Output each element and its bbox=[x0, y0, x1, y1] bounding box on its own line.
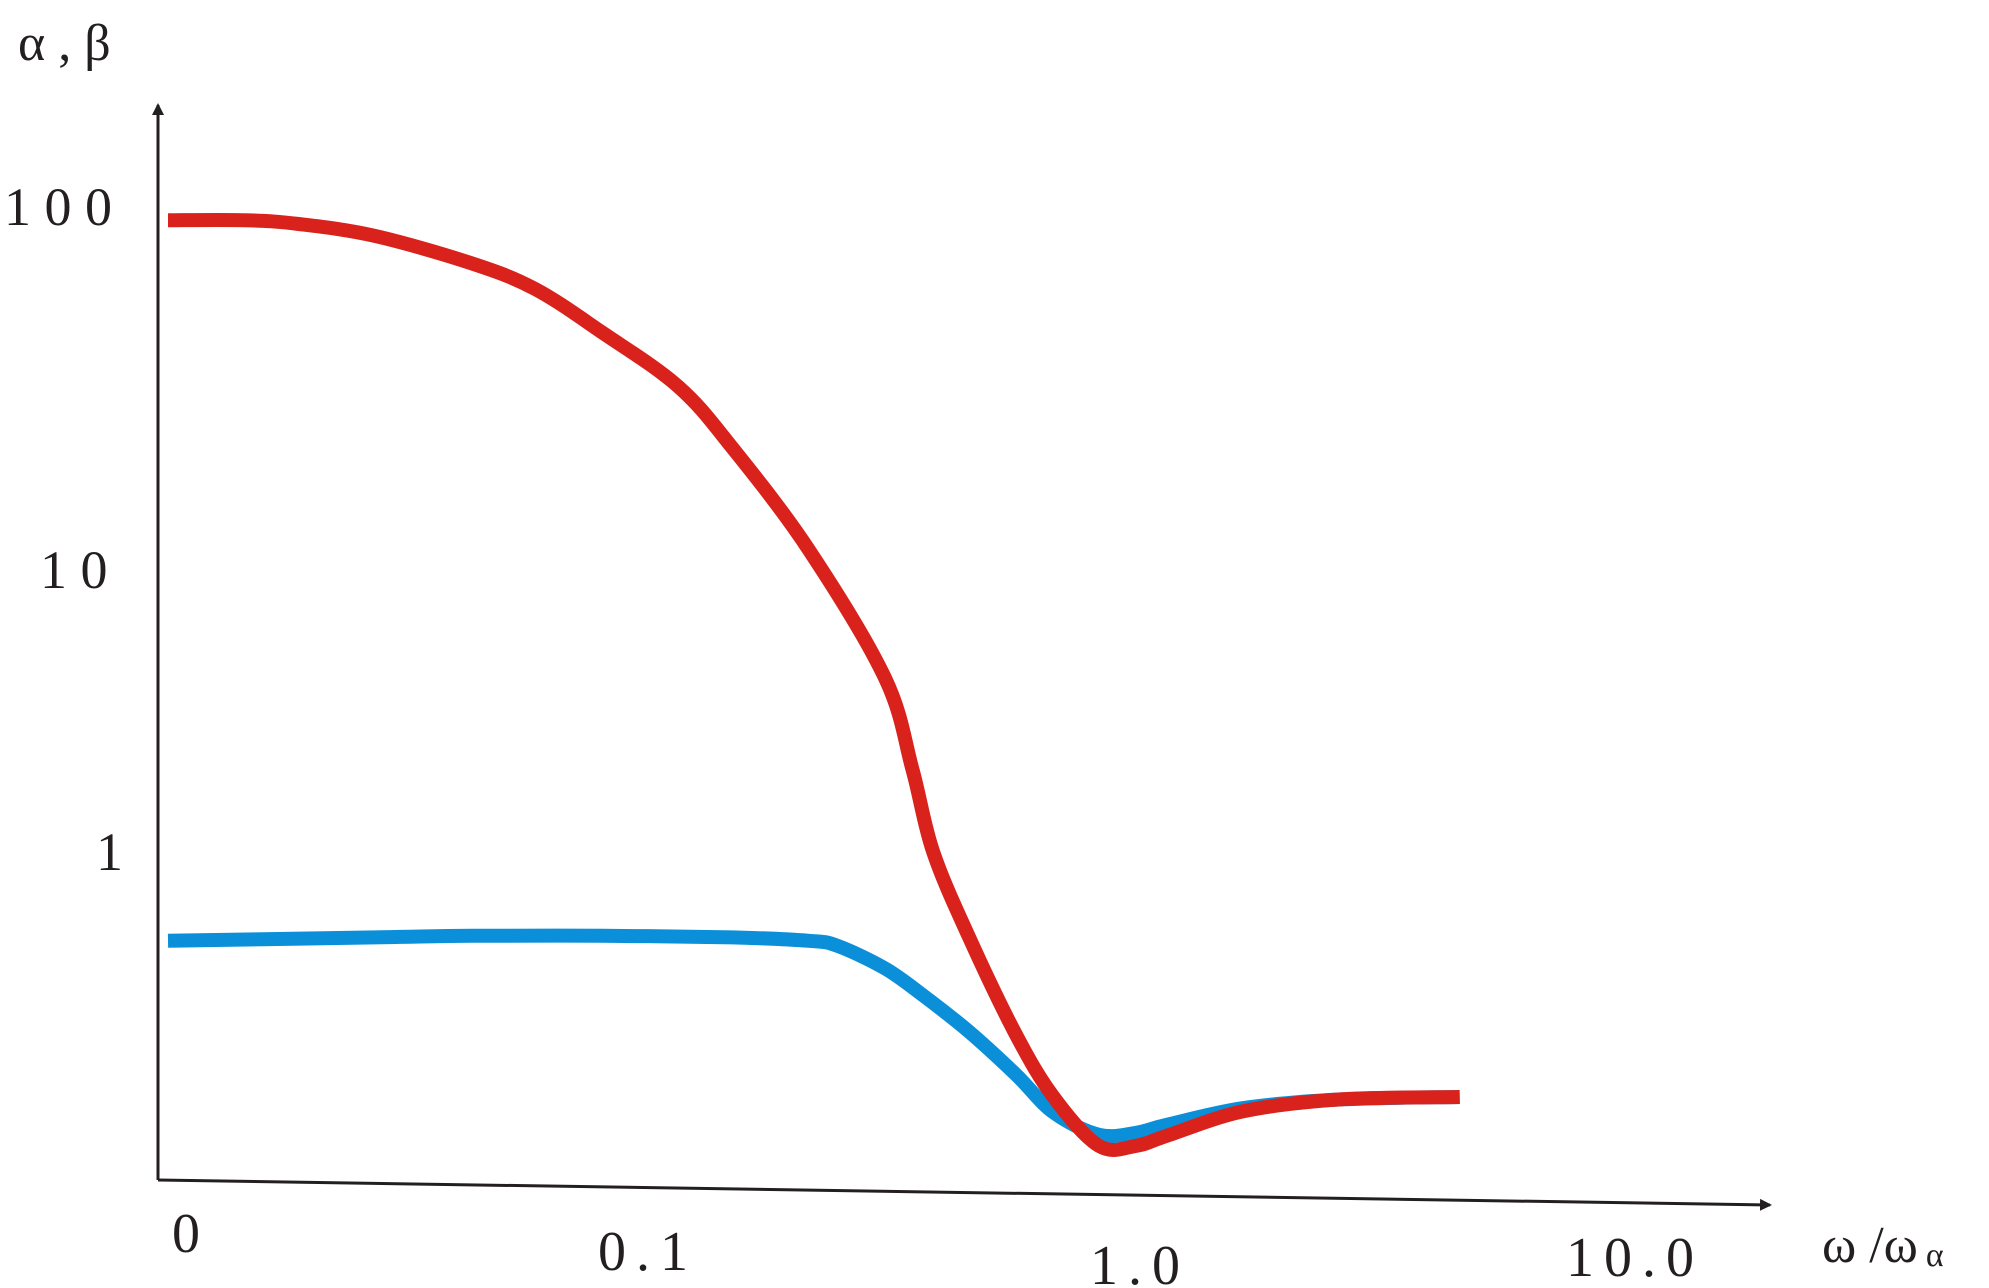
x-tick-label-1.0: 1.0 bbox=[1090, 1235, 1190, 1288]
x-tick-label-0: 0 bbox=[172, 1203, 200, 1265]
x-axis bbox=[157, 1178, 1772, 1211]
x-tick-label-10.0: 10.0 bbox=[1566, 1227, 1704, 1288]
x-tick-label-0.1: 0.1 bbox=[598, 1221, 698, 1283]
x-axis-label-subscript: α bbox=[1926, 1237, 1944, 1274]
series-layer bbox=[167, 212, 1460, 1157]
y-tick-label-1: 1 bbox=[96, 822, 123, 882]
series-line-2 bbox=[167, 212, 1460, 1157]
y-tick-label-10: 1 0 bbox=[40, 540, 108, 600]
y-tick-label-100: 1 0 0 bbox=[4, 177, 112, 237]
y-axis-label: α , β bbox=[18, 15, 111, 72]
x-axis-label: ω /ω α bbox=[1822, 1217, 1944, 1274]
series-line-1 bbox=[167, 928, 1460, 1144]
